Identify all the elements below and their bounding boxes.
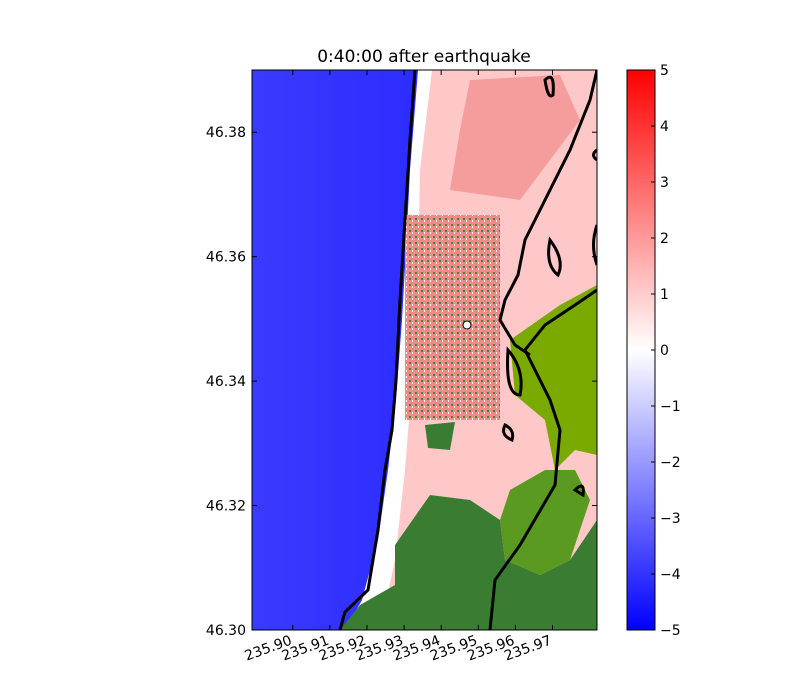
- y-tick-label: 46.36: [206, 250, 246, 266]
- colorbar-tick-label: 5: [660, 63, 669, 79]
- chart-title: 0:40:00 after earthquake: [317, 47, 531, 67]
- colorbar-tick-label: 3: [660, 175, 669, 191]
- dry-land: [340, 495, 597, 630]
- colorbar-tick-label: 2: [660, 231, 669, 247]
- colorbar-tick-label: −4: [660, 567, 681, 583]
- colorbar: [626, 69, 656, 631]
- colorbar-tick-label: 4: [660, 119, 669, 135]
- colorbar-tick-label: −5: [660, 623, 681, 639]
- colorbar-tick-label: 0: [660, 343, 669, 359]
- colorbar-tick-label: −2: [660, 455, 681, 471]
- y-tick-label: 46.34: [206, 374, 246, 390]
- high-flood: [450, 75, 580, 200]
- y-tick-label: 46.38: [206, 125, 246, 141]
- gauge-marker: [462, 320, 472, 330]
- dry-land: [510, 285, 597, 470]
- colorbar-tick-label: −1: [660, 399, 681, 415]
- map: [252, 70, 597, 630]
- dry-land: [500, 470, 590, 575]
- contours: [338, 70, 597, 630]
- colorbar-tick-label: 1: [660, 287, 669, 303]
- axes-frame: [251, 69, 598, 631]
- dry-land: [425, 422, 455, 450]
- y-tick-label: 46.32: [206, 499, 246, 515]
- urban-area: [405, 215, 500, 420]
- colorbar-tick-label: −3: [660, 511, 681, 527]
- y-tick-label: 46.30: [206, 623, 246, 639]
